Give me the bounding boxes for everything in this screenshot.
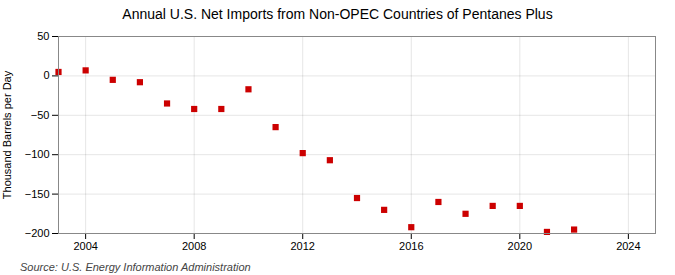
svg-text:−50: −50 [31, 109, 50, 121]
svg-text:2012: 2012 [290, 240, 314, 252]
svg-text:−200: −200 [25, 227, 50, 239]
svg-text:50: 50 [37, 30, 49, 42]
svg-text:2020: 2020 [508, 240, 532, 252]
svg-text:2004: 2004 [73, 240, 97, 252]
html-text:Annual U.S. Net Imports from N: Annual U.S. Net Imports from Non-OPEC Co… [122, 6, 553, 22]
svg-text:2008: 2008 [182, 240, 206, 252]
svg-text:0: 0 [43, 69, 49, 81]
html-text:Source: U.S. Energy Informatio: Source: U.S. Energy Information Administ… [20, 261, 251, 273]
svg-text:−150: −150 [25, 188, 50, 200]
svg-text:2016: 2016 [399, 240, 423, 252]
svg-text:2024: 2024 [616, 240, 640, 252]
svg-text:−100: −100 [25, 148, 50, 160]
svg-text:Thousand Barrels per Day: Thousand Barrels per Day [1, 70, 13, 199]
